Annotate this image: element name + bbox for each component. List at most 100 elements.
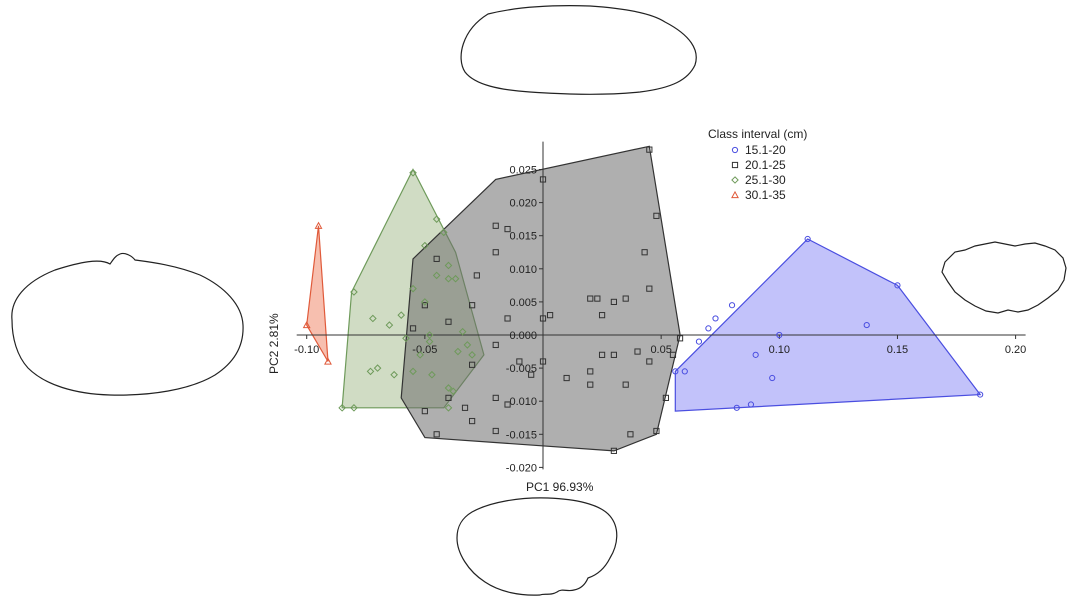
point-square (539, 358, 547, 365)
y-axis-label: PC2 2.81% (267, 313, 281, 374)
point-square (504, 401, 511, 408)
class-hulls (306, 145, 982, 452)
point-circle (695, 338, 703, 345)
axis-ticks: -0.10 -0.05 0.05 0.10 0.15 0.20 -0.020 -0.015 -0… (294, 165, 1026, 475)
point-square (646, 285, 653, 292)
point-square (473, 272, 480, 279)
point-circle (863, 321, 870, 329)
x-tick-label: -0.10 (294, 344, 319, 356)
outline-right (941, 241, 1067, 314)
point-square (409, 325, 417, 332)
point-square (653, 427, 660, 435)
point-square (598, 351, 606, 358)
y-tick-label: 0.015 (509, 231, 537, 243)
legend-marker-square (731, 161, 739, 169)
point-circle (776, 331, 783, 339)
point-diamond (409, 367, 417, 376)
point-square (492, 394, 499, 401)
point-diamond (416, 351, 424, 359)
y-tick-label: 0.005 (509, 297, 537, 309)
point-diamond (451, 274, 460, 283)
point-square (492, 222, 499, 229)
point-diamond (338, 404, 346, 412)
point-square (594, 295, 601, 302)
x-tick-label: 0.20 (1005, 344, 1026, 356)
point-diamond (432, 215, 441, 223)
point-square (587, 295, 594, 302)
point-square (433, 255, 440, 262)
point-square (676, 335, 684, 342)
point-circle (894, 282, 901, 289)
legend: Class interval (cm) 15.1-2020.1-2525.1-3… (708, 127, 807, 202)
shape-outlines (11, 5, 1067, 596)
point-diamond (439, 228, 448, 237)
point-square (598, 312, 606, 319)
point-diamond (350, 288, 358, 296)
point-square (662, 394, 669, 401)
point-diamond (444, 274, 453, 283)
hull-15.1-20 (674, 238, 982, 412)
point-square (504, 315, 511, 322)
outline-left (11, 252, 244, 396)
point-diamond (454, 347, 462, 356)
point-square (610, 298, 617, 305)
point-square (622, 381, 629, 388)
point-diamond (458, 327, 467, 336)
point-diamond (425, 337, 434, 346)
point-circle (804, 235, 811, 243)
legend-label: 20.1-25 (745, 158, 786, 172)
point-square (634, 348, 641, 355)
point-square (421, 408, 428, 415)
point-circle (733, 404, 740, 411)
point-diamond (409, 284, 417, 293)
point-diamond (409, 169, 417, 177)
y-tick-label: -0.005 (506, 363, 537, 375)
point-circle (712, 315, 719, 322)
point-square (646, 146, 653, 153)
point-square (445, 318, 452, 325)
point-diamond (463, 341, 472, 349)
point-square (445, 394, 452, 401)
point-diamond (449, 387, 458, 396)
point-square (610, 351, 617, 358)
y-tick-label: 0.000 (509, 330, 537, 342)
point-square (546, 312, 554, 319)
point-circle (752, 351, 759, 358)
point-square (563, 374, 570, 382)
point-square (653, 212, 660, 219)
point-triangle (324, 357, 332, 365)
point-square (469, 361, 476, 368)
point-diamond (432, 271, 441, 280)
point-square (587, 368, 594, 375)
point-square (622, 295, 629, 302)
legend-marker-diamond (731, 176, 739, 184)
point-square (646, 358, 653, 365)
point-square (516, 358, 523, 365)
point-diamond (397, 311, 406, 319)
point-circle (672, 368, 679, 375)
point-diamond (390, 370, 398, 379)
y-tick-label: -0.010 (506, 396, 537, 408)
x-tick-label: 0.10 (769, 344, 790, 356)
point-square (669, 351, 677, 358)
x-tick-label: -0.05 (412, 344, 437, 356)
legend-label: 15.1-20 (745, 143, 786, 157)
y-tick-label: -0.020 (506, 462, 537, 474)
x-tick-label: 0.05 (650, 344, 671, 356)
point-square (587, 381, 594, 388)
point-square (610, 447, 617, 454)
point-square (492, 341, 499, 349)
point-triangle (302, 320, 311, 329)
x-axis-label: PC1 96.93% (526, 480, 594, 494)
point-diamond (444, 261, 453, 270)
point-square (528, 371, 535, 378)
y-tick-label: 0.010 (509, 264, 537, 276)
point-diamond (468, 351, 476, 359)
x-tick-label: 0.15 (887, 344, 908, 356)
point-diamond (350, 404, 358, 412)
point-diamond (385, 321, 394, 329)
point-circle (728, 302, 736, 309)
outline-bottom (456, 497, 618, 596)
point-circle (769, 374, 776, 382)
